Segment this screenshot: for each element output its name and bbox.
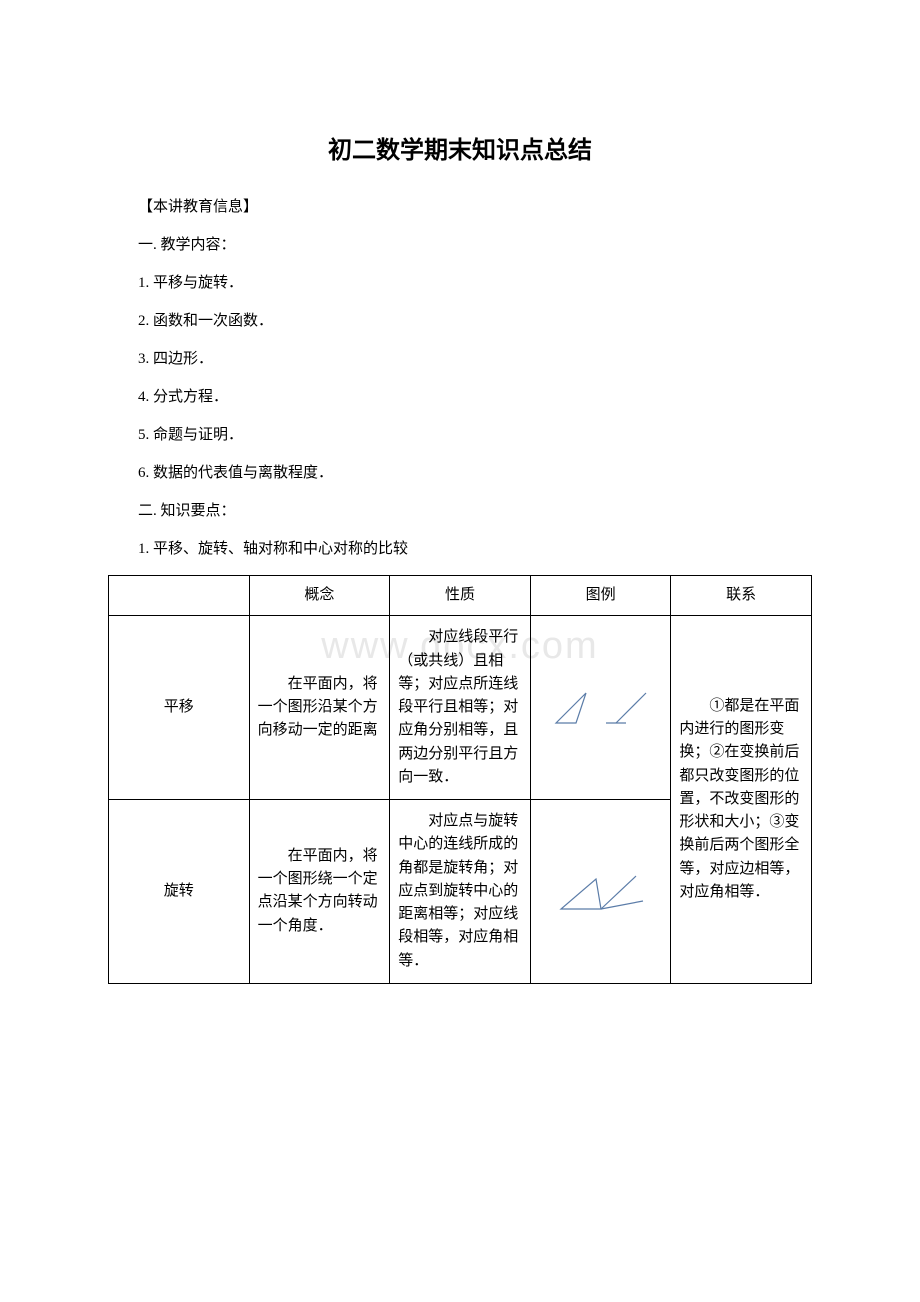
content-item-4: 4. 分式方程． [108,385,812,409]
translation-diagram [551,678,651,738]
page-title: 初二数学期末知识点总结 [108,130,812,165]
cell-concept-rotation: 在平面内，将一个图形绕一个定点沿某个方向转动一个角度． [249,800,390,984]
knowledge-item-1: 1. 平移、旋转、轴对称和中心对称的比较 [108,537,812,561]
content-item-1: 1. 平移与旋转． [108,271,812,295]
table-row-translation: 平移 在平面内，将一个图形沿某个方向移动一定的距离 对应线段平行（或共线）且相等… [109,616,812,800]
row-label-translation: 平移 [109,616,250,800]
cell-figure-translation [530,616,671,800]
header-figure: 图例 [530,576,671,616]
knowledge-header: 二. 知识要点： [108,499,812,523]
header-empty [109,576,250,616]
cell-connection: ①都是在平面内进行的图形变换；②在变换前后都只改变图形的位置，不改变图形的形状和… [671,616,812,984]
cell-figure-rotation [530,800,671,984]
cell-concept-translation: 在平面内，将一个图形沿某个方向移动一定的距离 [249,616,390,800]
comparison-table: 概念 性质 图例 联系 平移 在平面内，将一个图形沿某个方向移动一定的距离 对应… [108,575,812,984]
info-header: 【本讲教育信息】 [108,195,812,219]
row-label-rotation: 旋转 [109,800,250,984]
header-property: 性质 [390,576,531,616]
cell-property-translation: 对应线段平行（或共线）且相等；对应点所连线段平行且相等；对应角分别相等，且两边分… [390,616,531,800]
header-connection: 联系 [671,576,812,616]
content-item-6: 6. 数据的代表值与离散程度． [108,461,812,485]
content-header: 一. 教学内容： [108,233,812,257]
content-item-2: 2. 函数和一次函数． [108,309,812,333]
header-concept: 概念 [249,576,390,616]
content-item-3: 3. 四边形． [108,347,812,371]
cell-property-rotation: 对应点与旋转中心的连线所成的角都是旋转角；对应点到旋转中心的距离相等；对应线段相… [390,800,531,984]
rotation-diagram [551,861,651,921]
content-item-5: 5. 命题与证明． [108,423,812,447]
table-header-row: 概念 性质 图例 联系 [109,576,812,616]
